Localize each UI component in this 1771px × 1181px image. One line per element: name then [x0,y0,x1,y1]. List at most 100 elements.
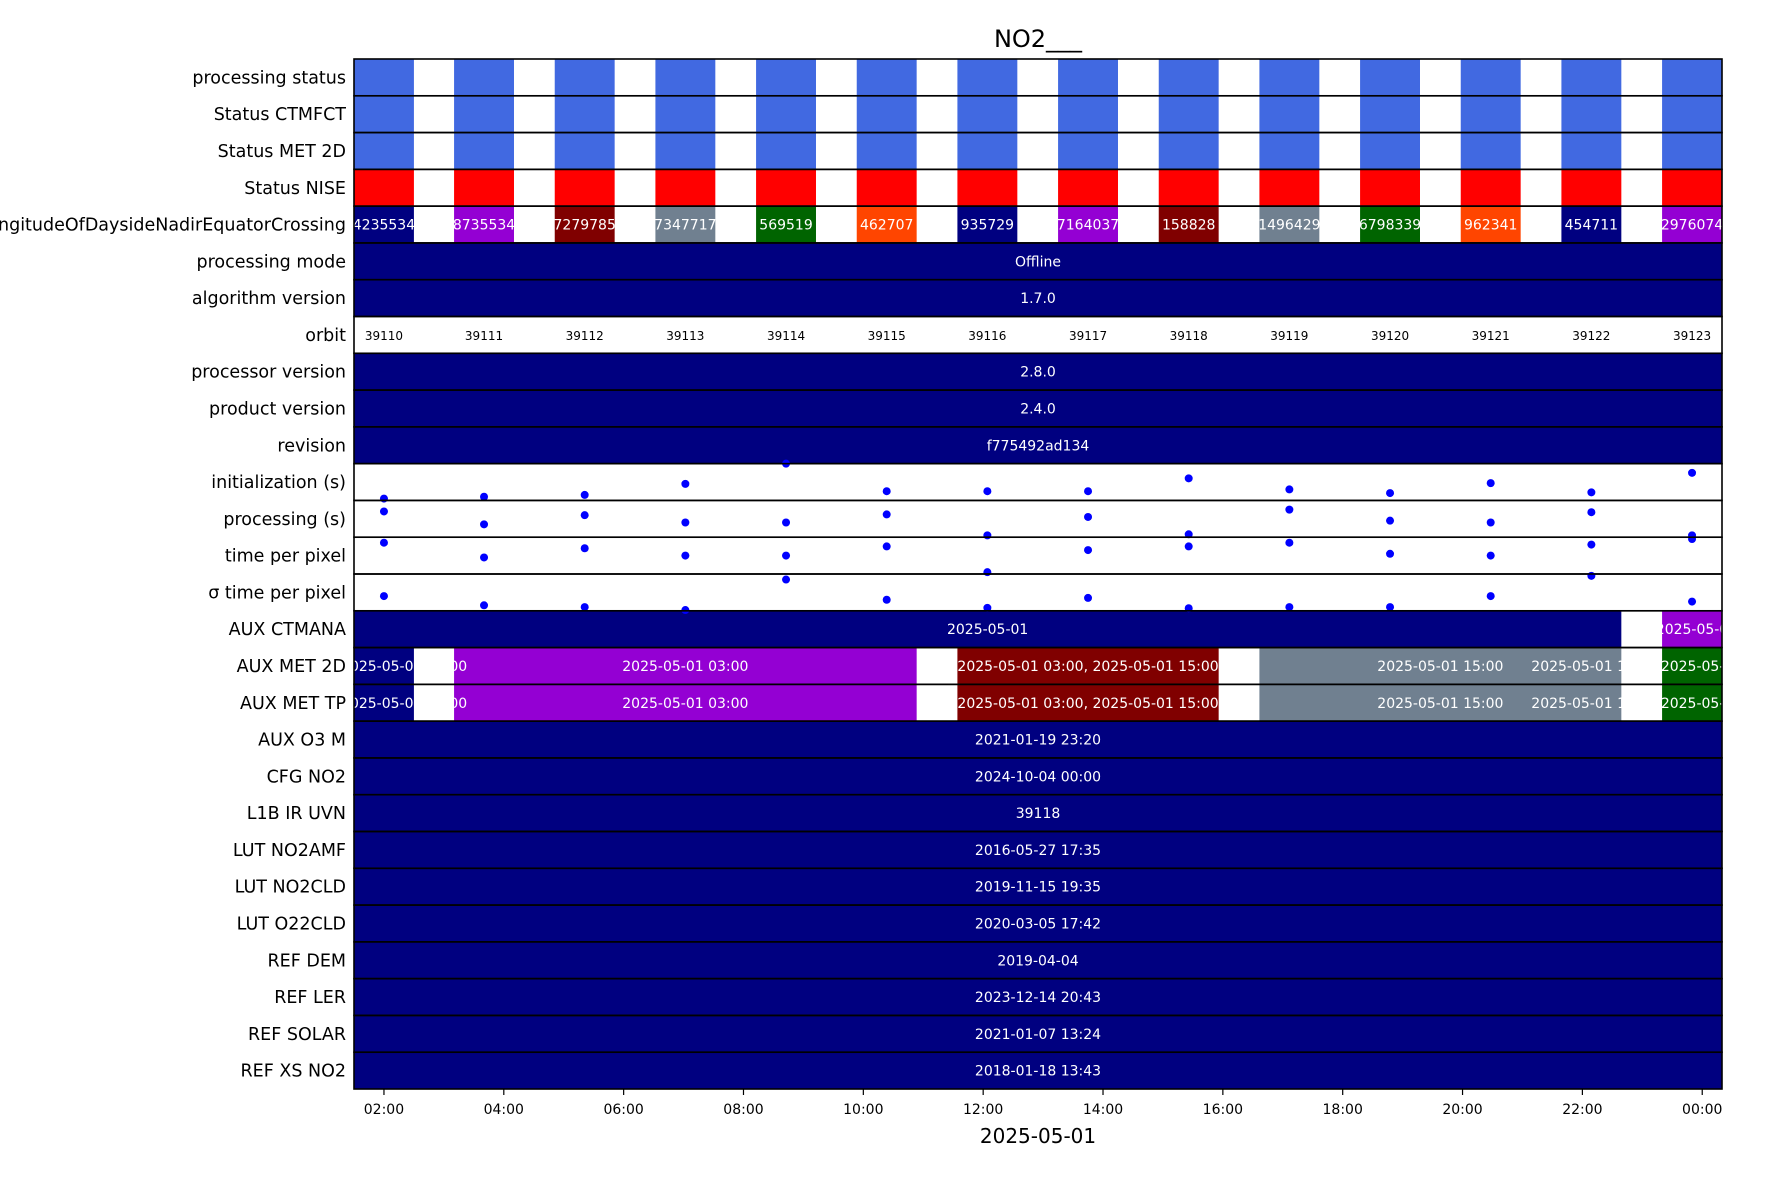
span-label: 5:00, 2025-05-01 03:00 [301,696,468,712]
granule-bar [1158,132,1219,170]
span-label: :00, 2025-05-02 03:00 [1629,696,1771,712]
row-label: LUT NO2CLD [235,878,346,898]
row-label: REF XS NO2 [240,1062,346,1082]
x-tick-label: 20:00 [1442,1102,1482,1118]
data-point [1688,468,1697,477]
bar-label: 158828 [1162,218,1215,234]
orbit-label: 39112 [566,329,604,343]
granule-bar [1561,169,1622,207]
row-label: AUX MET TP [240,694,346,714]
span-label: 5:00, 2025-05-01 03:00 [301,659,468,675]
granule-bar [1058,95,1118,133]
granule-bar [454,132,514,170]
row-frame [353,462,1723,502]
data-point [1486,551,1495,560]
data-point [782,551,791,560]
granule-bar [554,132,615,170]
span-label: 2021-01-07 13:24 [975,1027,1101,1043]
span-label: 2025-05-0 [1656,622,1728,638]
row-label: processor version [191,363,346,383]
bar-label: 7279785 [554,218,616,234]
data-point [1587,540,1596,549]
granule-bar [1360,169,1420,207]
data-point [681,479,690,488]
row-label: Status CTMFCT [214,105,347,125]
row-label: algorithm version [192,289,346,309]
span-bar [354,1015,1722,1053]
data-point [1587,488,1596,497]
granule-bar [1360,59,1420,96]
span-label: Offline [1015,254,1061,270]
data-point [1688,535,1697,544]
span-label: 2025-05-01 15:00 [1531,659,1657,675]
span-label: 2020-03-05 17:42 [975,916,1101,932]
granule-bar [1561,132,1622,170]
span-label: 2025-05-01 03:00, 2025-05-01 15:00 [957,659,1218,675]
granule-bar [454,95,514,133]
granule-bar [554,206,615,243]
row-labels: processing status Status CTMFCT Status MET… [0,68,346,1081]
granule-bar [856,206,917,243]
bar-label: 8735534 [453,218,515,234]
row-label: AUX MET 2D [237,657,346,677]
row-frame [353,536,1723,575]
span-label: 2025-05-01 15:00 [1377,696,1503,712]
granule-bar [354,206,414,243]
row-label: LongitudeOfDaysideNadirEquatorCrossing [0,216,346,236]
granule-bar [655,95,716,133]
granule-bar [1259,206,1320,243]
span-label: f775492ad134 [987,438,1090,454]
x-tick-label: 08:00 [723,1102,763,1118]
x-tick-label: 14:00 [1083,1102,1123,1118]
granule-bar [1662,95,1722,133]
granule-bar [1460,169,1521,207]
row-label: processing (s) [223,510,346,530]
granule-bar [1460,132,1521,170]
row-label: AUX O3 M [258,731,346,751]
granule-bar [1058,132,1118,170]
span-bar [354,684,414,722]
row-label: revision [277,436,346,456]
granule-bar [1259,169,1320,207]
span-label: 2025-05-01 [947,622,1028,638]
span-label: 2025-05-01 15:00 [1531,696,1657,712]
granule-bar [554,95,615,133]
row-label: AUX CTMANA [229,620,346,640]
data-point [1486,592,1495,601]
span-label: 1.7.0 [1020,291,1056,307]
span-bar [354,905,1722,942]
data-point [1386,549,1395,558]
data-point [782,518,791,527]
span-label: 2025-05-01 03:00, 2025-05-01 15:00 [957,696,1218,712]
row-label: LUT NO2AMF [233,841,346,861]
granule-bar [756,95,816,133]
span-label: 2025-05-01 03:00 [622,696,748,712]
granule-bar [856,132,917,170]
granule-bar [1360,206,1420,243]
row-label: processing mode [196,252,346,272]
granule-bar [957,206,1018,243]
data-point [1084,546,1093,555]
granule-bar [1058,206,1118,243]
granule-bar [1662,206,1722,243]
orbit-label: 39114 [767,329,805,343]
data-point [983,531,992,540]
row-label: REF LER [274,988,346,1008]
span-label: 2019-04-04 [997,953,1078,969]
bar-label: 935729 [961,218,1014,234]
granule-bar [856,169,917,207]
granule-bar [1158,59,1219,96]
row-label: Status NISE [244,179,346,199]
row-label: initialization (s) [211,473,346,493]
span-bar [1662,684,1722,722]
span-bar [1662,647,1722,685]
granule-bar [1662,132,1722,170]
granule-bar [1158,169,1219,207]
span-label: 2025-05-01 03:00 [622,659,748,675]
span-bar [957,684,1219,722]
data-point [1285,538,1294,547]
span-bar [354,1052,1722,1089]
data-point [480,553,489,562]
granule-bar [1561,206,1622,243]
row-label: time per pixel [225,547,346,567]
